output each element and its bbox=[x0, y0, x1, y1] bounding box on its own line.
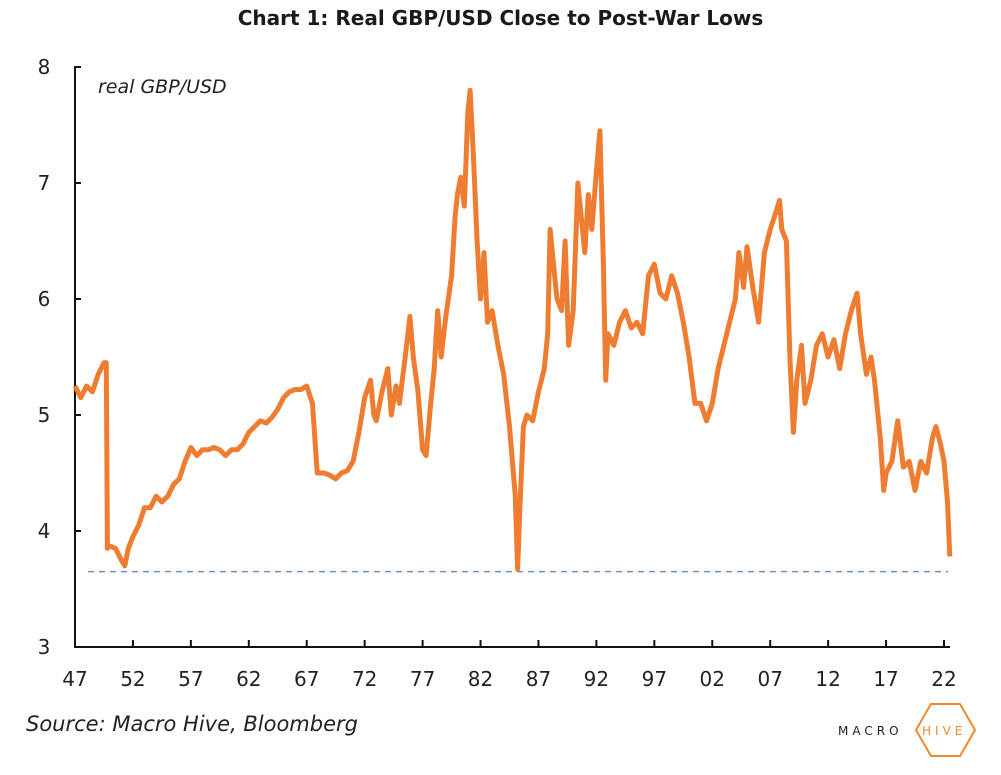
macrohive-logo: MACRO HIVE bbox=[838, 703, 977, 757]
x-tick-label: 82 bbox=[468, 667, 493, 691]
x-tick-label: 47 bbox=[62, 667, 87, 691]
series-line-real-gbp-usd bbox=[72, 87, 953, 572]
x-tick-label: 52 bbox=[120, 667, 145, 691]
x-tick-label: 22 bbox=[931, 667, 956, 691]
x-tick-label: 77 bbox=[410, 667, 435, 691]
x-tick-label: 07 bbox=[757, 667, 782, 691]
x-tick-label: 12 bbox=[815, 667, 840, 691]
x-tick-label: 17 bbox=[873, 667, 898, 691]
chart-title: Chart 1: Real GBP/USD Close to Post-War … bbox=[237, 6, 764, 30]
y-tick-label: 4 bbox=[38, 519, 51, 543]
y-tick-label: 8 bbox=[38, 55, 51, 79]
y-tick-label: 3 bbox=[38, 635, 51, 659]
logo-text-accent: HIVE bbox=[922, 724, 966, 738]
x-tick-label: 92 bbox=[584, 667, 609, 691]
x-tick-label: 02 bbox=[700, 667, 725, 691]
x-tick-label: 72 bbox=[352, 667, 377, 691]
x-tick-label: 57 bbox=[178, 667, 203, 691]
x-tick-label: 97 bbox=[642, 667, 667, 691]
x-tick-label: 67 bbox=[294, 667, 319, 691]
y-tick-label: 7 bbox=[38, 171, 51, 195]
hexagon-icon bbox=[914, 703, 977, 757]
source-note: Source: Macro Hive, Bloomberg bbox=[26, 712, 358, 736]
series-label: real GBP/USD bbox=[98, 76, 227, 98]
logo-text-dark: MACRO bbox=[838, 724, 903, 738]
y-tick-label: 6 bbox=[38, 287, 51, 311]
x-tick-label: 87 bbox=[526, 667, 551, 691]
x-tick-label: 62 bbox=[236, 667, 261, 691]
y-tick-label: 5 bbox=[38, 403, 51, 427]
